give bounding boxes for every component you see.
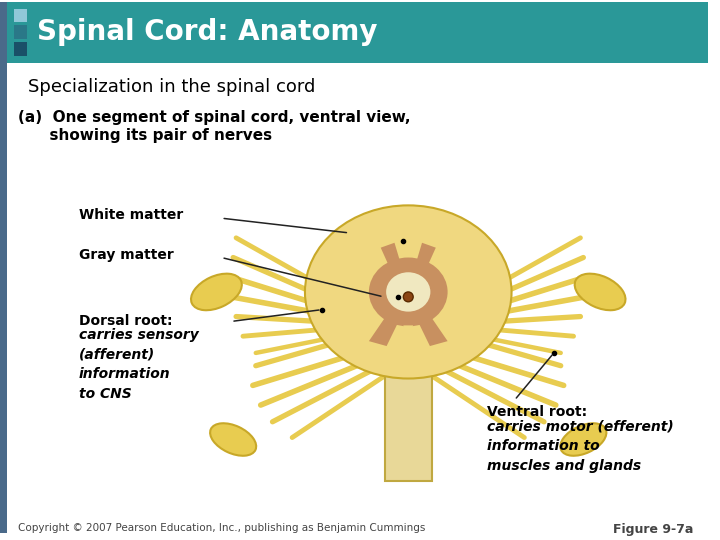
Ellipse shape xyxy=(191,274,242,310)
Bar xyxy=(0,63,708,533)
Polygon shape xyxy=(403,326,413,339)
Text: White matter: White matter xyxy=(78,208,183,222)
Ellipse shape xyxy=(369,258,448,326)
Text: showing its pair of nerves: showing its pair of nerves xyxy=(18,127,272,143)
Polygon shape xyxy=(412,303,448,346)
Polygon shape xyxy=(369,303,405,346)
Text: carries motor (efferent)
information to
muscles and glands: carries motor (efferent) information to … xyxy=(487,420,674,473)
Text: Figure 9-7a: Figure 9-7a xyxy=(613,523,693,536)
Ellipse shape xyxy=(210,423,256,456)
Ellipse shape xyxy=(575,274,626,310)
Bar xyxy=(384,363,432,481)
Circle shape xyxy=(403,292,413,302)
Ellipse shape xyxy=(305,205,511,379)
Text: (a)  One segment of spinal cord, ventral view,: (a) One segment of spinal cord, ventral … xyxy=(18,110,410,125)
Text: Copyright © 2007 Pearson Education, Inc., publishing as Benjamin Cummings: Copyright © 2007 Pearson Education, Inc.… xyxy=(18,523,425,533)
Polygon shape xyxy=(410,243,436,287)
Bar xyxy=(14,9,27,22)
Ellipse shape xyxy=(386,272,431,312)
Bar xyxy=(389,233,428,262)
Bar xyxy=(14,25,27,39)
Text: Specialization in the spinal cord: Specialization in the spinal cord xyxy=(27,78,315,97)
Text: Ventral root:: Ventral root: xyxy=(487,405,587,419)
Text: Gray matter: Gray matter xyxy=(78,247,174,261)
Polygon shape xyxy=(381,243,406,287)
Ellipse shape xyxy=(560,423,606,456)
Bar xyxy=(0,2,708,63)
Text: Spinal Cord: Anatomy: Spinal Cord: Anatomy xyxy=(37,18,378,46)
Bar xyxy=(14,42,27,56)
Text: Dorsal root:: Dorsal root: xyxy=(78,314,172,328)
Text: carries sensory
(afferent)
information
to CNS: carries sensory (afferent) information t… xyxy=(78,328,199,401)
Bar xyxy=(0,2,7,533)
